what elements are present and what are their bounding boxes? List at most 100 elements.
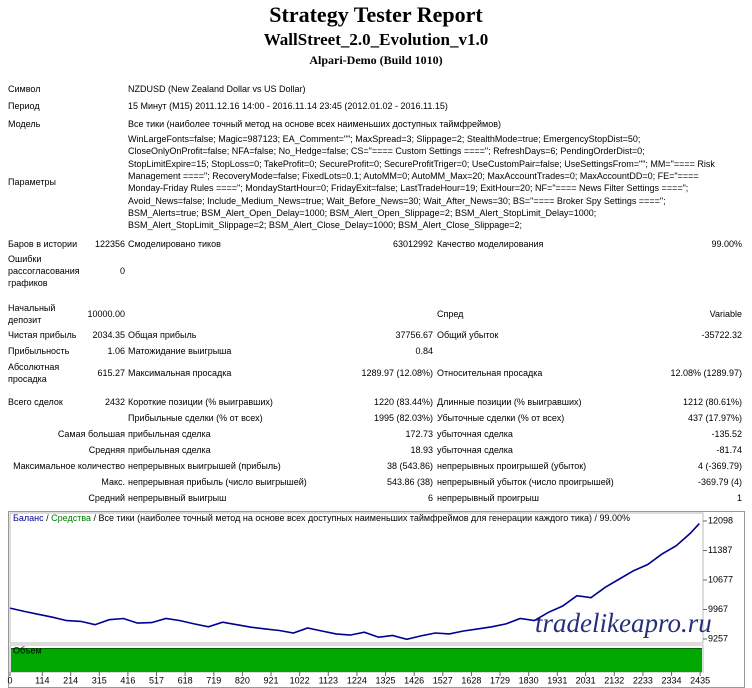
info-label: Символ	[8, 84, 41, 94]
stat-value: 37756.67	[395, 330, 433, 340]
stat-value: 4 (-369.79)	[697, 461, 742, 471]
stat-value: 0.84	[415, 346, 433, 356]
stat-value: 543.86 (38)	[386, 477, 433, 487]
param-line: StopLimitExpire=15; StopLoss=0; TakeProf…	[128, 158, 715, 169]
stat-value: 99.00%	[711, 239, 742, 249]
stat-value: 437 (17.97%)	[687, 413, 742, 423]
param-line: Management ===="; RecoveryMode=false; Fi…	[128, 170, 699, 181]
info-value: NZDUSD (New Zealand Dollar vs US Dollar)	[128, 84, 306, 94]
stat-label: убыточная сделка	[437, 445, 513, 455]
x-tick-label: 2031	[576, 675, 596, 685]
stat-label: Матожидание выигрыша	[128, 346, 232, 356]
stat-label: Абсолютная просадка	[8, 362, 60, 384]
stat-value: 10000.00	[87, 309, 125, 319]
info-label: Период	[8, 101, 40, 111]
x-tick-label: 2435	[690, 675, 710, 685]
stat-value: 1	[736, 493, 742, 503]
info-label: Модель	[8, 119, 41, 129]
volume-label: Объем	[13, 645, 42, 655]
legend-separator: /	[592, 513, 600, 523]
stat-value: 63012992	[392, 239, 433, 249]
stat-value: 12.08% (1289.97)	[670, 368, 742, 378]
stat-value: -135.52	[711, 429, 742, 439]
param-line: BSM_Alerts=true; BSM_Alert_Open_Delay=10…	[128, 207, 597, 218]
x-tick-label: 2132	[604, 675, 624, 685]
stat-label: Общий убыток	[437, 330, 499, 340]
x-tick-label: 1022	[290, 675, 310, 685]
y-tick-label: 10677	[708, 574, 733, 584]
volume-bars	[11, 648, 702, 672]
stat-label: Средняя	[88, 445, 125, 455]
x-tick-label: 1123	[319, 675, 338, 685]
stat-label: Начальный депозит	[8, 303, 56, 325]
stat-label: непрерывный убыток (число проигрышей)	[437, 477, 614, 487]
stat-label: прибыльная сделка	[128, 429, 211, 439]
stat-value: 2432	[104, 397, 125, 407]
stat-label: непрерывных выигрышей (прибыль)	[128, 461, 281, 471]
x-tick-label: 1325	[376, 675, 396, 685]
stat-value: 38 (543.86)	[386, 461, 433, 471]
x-tick-label: 214	[63, 675, 78, 685]
y-tick-label: 12098	[708, 515, 733, 525]
watermark: tradelikeapro.ru	[535, 608, 712, 638]
stat-label: Смоделировано тиков	[128, 239, 221, 249]
stat-label: Макс.	[101, 477, 125, 487]
x-tick-label: 1426	[404, 675, 424, 685]
stat-value: 1.06	[107, 346, 125, 356]
legend-equity: Средства	[51, 513, 91, 523]
x-tick-label: 1931	[547, 675, 567, 685]
stat-value: 172.73	[405, 429, 433, 439]
stat-label: Баров в истории	[8, 239, 78, 249]
param-line: WinLargeFonts=false; Magic=987123; EA_Co…	[128, 134, 641, 144]
stat-label: Чистая прибыль	[8, 330, 77, 340]
subtitle: WallStreet_2.0_Evolution_v1.0	[263, 30, 489, 49]
stat-value: 2034.35	[92, 330, 125, 340]
stat-value: 1995 (82.03%)	[373, 413, 433, 423]
param-line: BSM_Alert_StopLimit_Slippage=2; BSM_Aler…	[128, 220, 522, 231]
stat-label: непрерывный проигрыш	[437, 493, 539, 503]
x-tick-label: 1224	[347, 675, 367, 685]
info-value: 15 Минут (M15) 2011.12.16 14:00 - 2016.1…	[128, 101, 448, 111]
x-tick-label: 921	[264, 675, 279, 685]
stat-value: 18.93	[410, 445, 433, 455]
stat-value: 1289.97 (12.08%)	[361, 368, 433, 378]
stat-value: 122356	[94, 239, 125, 249]
stat-label: Прибыльные сделки (% от всех)	[128, 413, 263, 423]
title: Strategy Tester Report	[269, 2, 483, 27]
legend-balance: Баланс	[13, 513, 44, 523]
stat-label: непрерывных проигрышей (убыток)	[437, 461, 587, 471]
stat-value: -35722.32	[701, 330, 742, 340]
param-line: Avoid_News=false; Include_Medium_News=tr…	[128, 195, 666, 206]
legend-quality: 99.00%	[600, 513, 631, 523]
stat-label: Максимальная просадка	[128, 368, 232, 378]
balance-line	[9, 523, 700, 641]
y-tick-label: 11387	[708, 545, 732, 555]
stat-label: Относительная просадка	[437, 368, 543, 378]
legend-separator: /	[91, 513, 99, 523]
x-tick-label: 416	[120, 675, 135, 685]
stat-value: 1212 (80.61%)	[682, 397, 742, 407]
x-tick-label: 820	[235, 675, 250, 685]
x-tick-label: 1527	[433, 675, 453, 685]
stat-value: Variable	[709, 309, 742, 319]
param-line: Monday-Friday Rules ===="; MondayStartHo…	[128, 183, 689, 194]
stat-label: Ошибки рассогласования графиков	[8, 254, 80, 288]
x-tick-label: 719	[206, 675, 221, 685]
legend-model: Все тики (наиболее точный метод на основ…	[99, 513, 592, 523]
stat-value: 615.27	[97, 368, 125, 378]
stat-label: Короткие позиции (% выигравших)	[128, 397, 273, 407]
x-tick-label: 618	[178, 675, 193, 685]
stat-label: Убыточные сделки (% от всех)	[437, 413, 565, 423]
stat-label: Общая прибыль	[128, 330, 197, 340]
x-tick-label: 1729	[490, 675, 510, 685]
stat-label: Качество моделирования	[437, 239, 544, 249]
watermark-bg	[530, 608, 702, 642]
stat-label: Всего сделок	[8, 397, 63, 407]
stat-label: Средний	[88, 493, 125, 503]
stat-value: -369.79 (4)	[697, 477, 742, 487]
info-label: Параметры	[8, 177, 56, 188]
stat-label: Максимальное количество	[13, 461, 125, 471]
stat-label: Самая большая	[57, 429, 125, 439]
